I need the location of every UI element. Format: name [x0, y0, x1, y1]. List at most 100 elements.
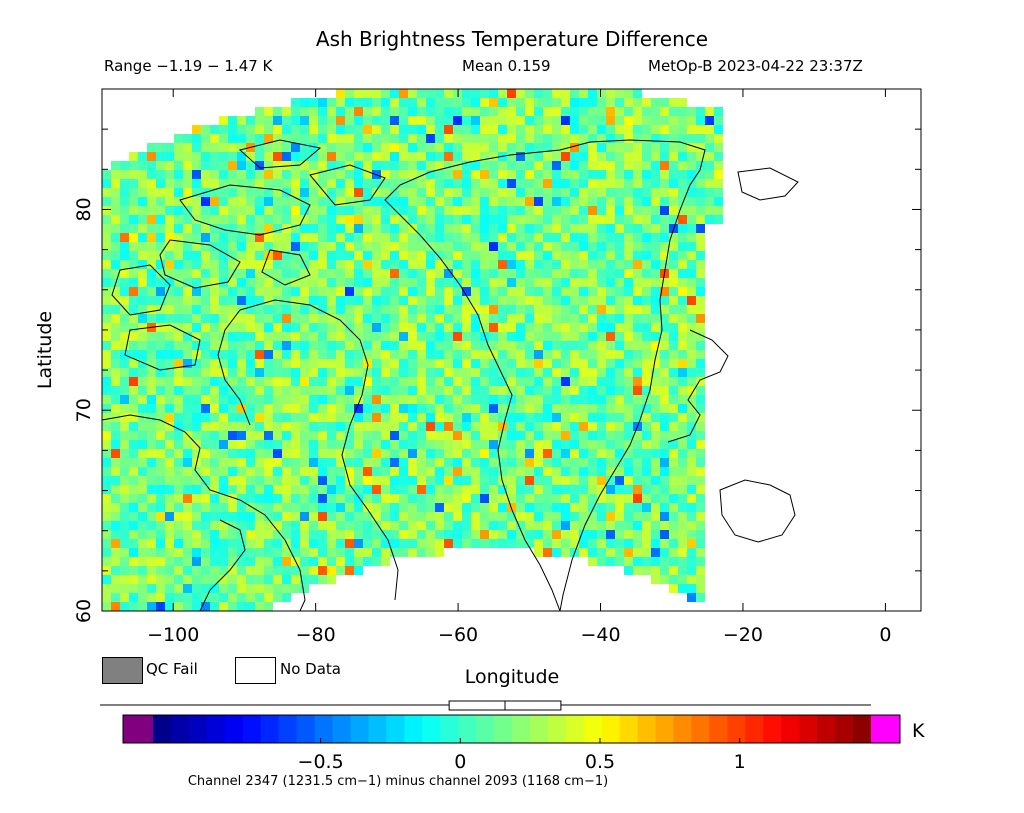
swath-pixel — [696, 269, 705, 278]
swath-pixel — [678, 422, 687, 431]
swath-pixel — [138, 161, 147, 170]
swath-pixel — [534, 143, 543, 152]
swath-pixel — [237, 224, 246, 233]
swath-pixel — [336, 557, 345, 566]
swath-pixel — [660, 548, 669, 557]
swath-pixel — [606, 125, 615, 134]
swath-pixel — [417, 215, 426, 224]
swath-pixel — [237, 557, 246, 566]
swath-pixel — [498, 530, 507, 539]
swath-pixel — [201, 431, 210, 440]
swath-pixel — [588, 440, 597, 449]
swath-pixel — [318, 494, 327, 503]
swath-pixel — [435, 476, 444, 485]
swath-pixel — [327, 503, 336, 512]
swath-pixel — [408, 215, 417, 224]
swath-pixel — [210, 440, 219, 449]
swath-pixel — [687, 215, 696, 224]
y-tick-label: 80 — [73, 197, 95, 221]
swath-pixel — [462, 521, 471, 530]
swath-pixel — [210, 431, 219, 440]
swath-pixel — [588, 458, 597, 467]
swath-pixel — [273, 323, 282, 332]
swath-pixel — [624, 359, 633, 368]
swath-pixel — [498, 125, 507, 134]
swath-pixel — [606, 458, 615, 467]
swath-pixel — [633, 179, 642, 188]
swath-pixel — [534, 521, 543, 530]
swath-pixel — [102, 368, 111, 377]
swath-pixel — [318, 134, 327, 143]
swath-pixel — [453, 494, 462, 503]
swath-pixel — [102, 278, 111, 287]
swath-pixel — [597, 422, 606, 431]
swath-pixel — [345, 530, 354, 539]
swath-pixel — [336, 413, 345, 422]
swath-pixel — [525, 395, 534, 404]
swath-pixel — [417, 242, 426, 251]
swath-pixel — [327, 386, 336, 395]
swath-pixel — [615, 440, 624, 449]
swath-pixel — [255, 449, 264, 458]
swath-pixel — [309, 377, 318, 386]
swath-pixel — [183, 449, 192, 458]
swath-pixel — [309, 278, 318, 287]
swath-pixel — [570, 197, 579, 206]
swath-pixel — [264, 584, 273, 593]
swath-pixel — [165, 323, 174, 332]
swath-pixel — [102, 602, 111, 611]
swath-pixel — [336, 548, 345, 557]
swath-pixel — [705, 107, 714, 116]
swath-pixel — [678, 251, 687, 260]
swath-pixel — [444, 503, 453, 512]
swath-pixel — [255, 530, 264, 539]
swath-pixel — [129, 251, 138, 260]
swath-pixel — [489, 386, 498, 395]
swath-pixel — [282, 521, 291, 530]
east-greenland-coast-detail — [667, 329, 729, 443]
swath-pixel — [696, 152, 705, 161]
swath-pixel — [273, 539, 282, 548]
swath-pixel — [381, 215, 390, 224]
swath-pixel — [435, 314, 444, 323]
swath-pixel — [336, 539, 345, 548]
swath-pixel — [192, 152, 201, 161]
swath-pixel — [426, 521, 435, 530]
swath-pixel — [318, 287, 327, 296]
swath-pixel — [372, 494, 381, 503]
swath-pixel — [606, 440, 615, 449]
swath-pixel — [633, 548, 642, 557]
swath-pixel — [525, 449, 534, 458]
swath-pixel — [129, 539, 138, 548]
swath-pixel — [345, 386, 354, 395]
swath-pixel — [399, 161, 408, 170]
swath-pixel — [669, 494, 678, 503]
swath-pixel — [138, 431, 147, 440]
swath-pixel — [390, 305, 399, 314]
swath-pixel — [336, 206, 345, 215]
swath-pixel — [129, 467, 138, 476]
swath-pixel — [318, 413, 327, 422]
swath-pixel — [597, 359, 606, 368]
swath-pixel — [255, 458, 264, 467]
swath-pixel — [489, 314, 498, 323]
colorbar-segment — [709, 715, 728, 743]
swath-pixel — [516, 503, 525, 512]
colorbar-unit: K — [912, 720, 925, 742]
swath-pixel — [183, 242, 192, 251]
swath-pixel — [129, 323, 138, 332]
swath-pixel — [264, 602, 273, 611]
swath-pixel — [291, 377, 300, 386]
swath-pixel — [570, 413, 579, 422]
swath-pixel — [300, 206, 309, 215]
swath-pixel — [426, 116, 435, 125]
swath-pixel — [471, 278, 480, 287]
swath-pixel — [111, 548, 120, 557]
swath-pixel — [264, 539, 273, 548]
swath-pixel — [264, 296, 273, 305]
swath-pixel — [147, 170, 156, 179]
swath-pixel — [489, 98, 498, 107]
swath-pixel — [318, 350, 327, 359]
swath-pixel — [642, 242, 651, 251]
swath-pixel — [372, 440, 381, 449]
